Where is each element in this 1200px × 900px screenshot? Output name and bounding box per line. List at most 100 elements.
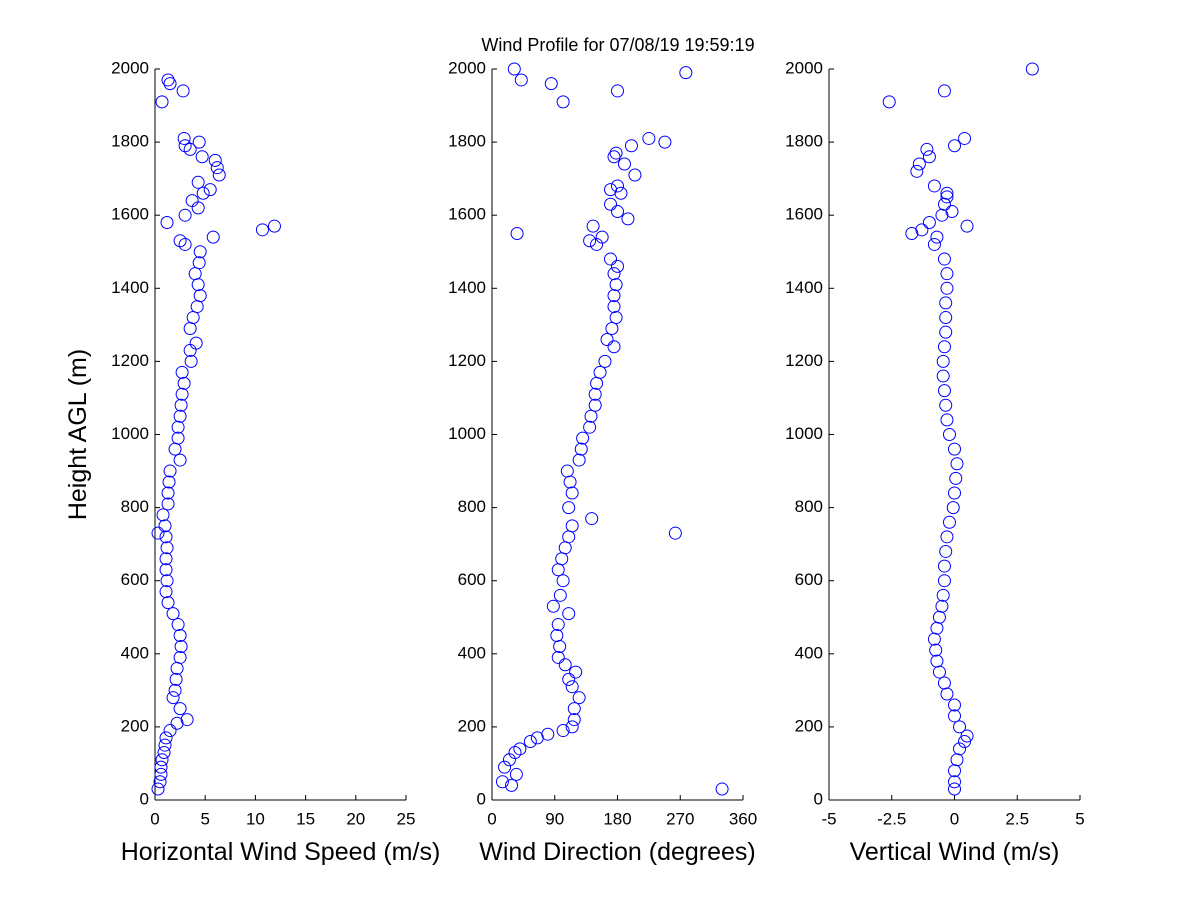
point xyxy=(158,519,172,533)
x-axis-label: Wind Direction (degrees) xyxy=(479,838,756,866)
point xyxy=(937,384,951,398)
point xyxy=(936,369,950,383)
point xyxy=(203,183,217,197)
x-axis-label: Vertical Wind (m/s) xyxy=(850,838,1060,866)
x-tick-label: 25 xyxy=(397,809,416,828)
point xyxy=(939,398,953,412)
y-tick-label: 1200 xyxy=(111,351,149,370)
point xyxy=(163,464,177,478)
point xyxy=(154,767,168,781)
point xyxy=(160,541,174,555)
point xyxy=(604,197,618,211)
point xyxy=(192,256,206,270)
x-tick-label: 15 xyxy=(296,809,315,828)
point xyxy=(508,745,522,759)
point xyxy=(948,442,961,456)
point xyxy=(948,775,961,789)
point xyxy=(668,526,682,540)
y-tick-label: 1000 xyxy=(785,424,823,443)
x-tick-label: -2.5 xyxy=(877,809,906,828)
point xyxy=(607,300,621,314)
point xyxy=(174,398,188,412)
point xyxy=(930,230,944,244)
point xyxy=(565,680,579,694)
point xyxy=(948,698,961,712)
figure-title: Wind Profile for 07/08/19 19:59:19 xyxy=(481,35,754,55)
point xyxy=(922,150,936,164)
point xyxy=(163,77,177,91)
point xyxy=(583,234,597,248)
point xyxy=(937,340,951,354)
point xyxy=(948,782,961,796)
point xyxy=(950,457,964,471)
point xyxy=(607,267,621,281)
point xyxy=(562,672,576,686)
point xyxy=(158,738,172,752)
y-tick-label: 2000 xyxy=(448,58,486,77)
point xyxy=(611,179,624,193)
point xyxy=(551,650,565,664)
point xyxy=(212,168,226,182)
point xyxy=(513,742,527,756)
point xyxy=(567,713,581,727)
point xyxy=(161,486,175,500)
point xyxy=(523,735,537,749)
point xyxy=(206,230,220,244)
point xyxy=(595,230,609,244)
point xyxy=(585,512,599,526)
point xyxy=(617,157,631,171)
point xyxy=(572,453,586,467)
y-tick-label: 200 xyxy=(121,716,149,735)
point xyxy=(960,729,974,743)
point xyxy=(160,574,174,588)
point xyxy=(510,226,524,240)
point xyxy=(935,599,949,613)
point xyxy=(546,599,560,613)
x-tick-label: -5 xyxy=(821,809,836,828)
point xyxy=(628,168,642,182)
point xyxy=(170,716,184,730)
point xyxy=(173,234,187,248)
point xyxy=(949,471,963,485)
point xyxy=(175,365,189,379)
point xyxy=(160,216,174,230)
point xyxy=(163,724,177,738)
point xyxy=(624,139,638,153)
point xyxy=(155,95,169,109)
point xyxy=(940,186,954,200)
point xyxy=(604,252,618,266)
y-tick-label: 1600 xyxy=(111,205,149,224)
point xyxy=(161,73,175,87)
point xyxy=(939,325,953,339)
point xyxy=(166,691,180,705)
point xyxy=(920,142,934,156)
x-tick-label: 5 xyxy=(200,809,209,828)
point xyxy=(255,223,269,237)
y-tick-label: 1000 xyxy=(111,424,149,443)
point xyxy=(940,190,954,204)
point xyxy=(922,216,936,230)
point xyxy=(936,588,950,602)
point xyxy=(189,336,203,350)
point xyxy=(178,139,192,153)
point xyxy=(953,720,967,734)
point xyxy=(576,431,590,445)
point xyxy=(155,753,169,767)
point xyxy=(556,95,570,109)
point xyxy=(556,724,570,738)
point xyxy=(940,530,954,544)
y-tick-label: 1600 xyxy=(448,205,486,224)
point xyxy=(156,508,170,522)
x-tick-label: 90 xyxy=(545,809,564,828)
point xyxy=(940,281,954,295)
point xyxy=(905,226,919,240)
point xyxy=(551,618,565,632)
point xyxy=(604,183,618,197)
point xyxy=(912,157,926,171)
point xyxy=(176,84,190,98)
y-tick-label: 1800 xyxy=(448,132,486,151)
point xyxy=(544,77,558,91)
point xyxy=(174,639,188,653)
point xyxy=(173,629,187,643)
point xyxy=(159,530,173,544)
